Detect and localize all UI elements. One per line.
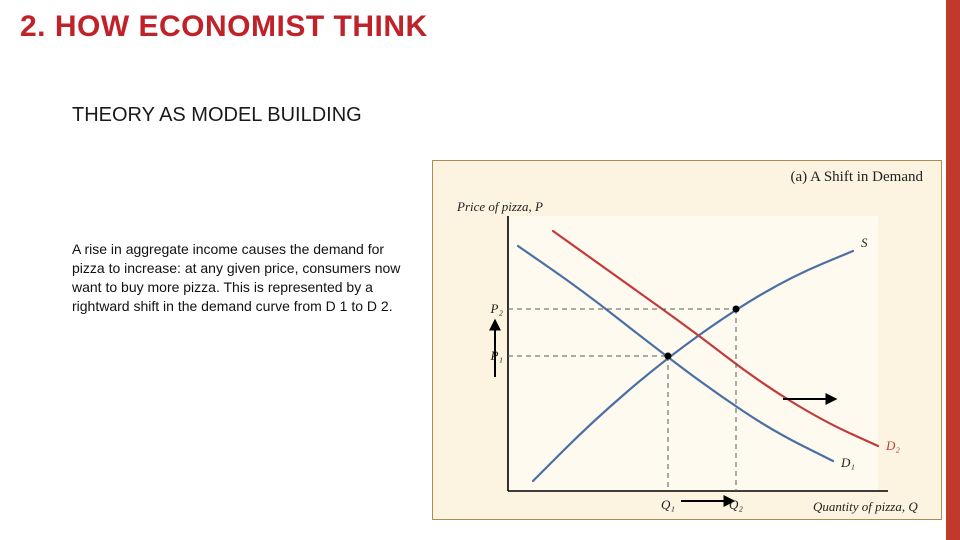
q1-label: Q₁ [661,497,675,512]
equilibrium-1 [665,353,672,360]
demand2-label: D₂ [885,438,900,453]
y-axis-label: Price of pizza, P [456,199,543,214]
subtitle: THEORY AS MODEL BUILDING [72,104,362,127]
x-axis-label: Quantity of pizza, Q [813,499,918,514]
accent-bar [946,0,960,540]
p2-label: P₂ [490,301,504,316]
demand-shift-chart: (a) A Shift in Demand Price of pizza, P … [432,160,942,520]
p1-label: P₁ [490,348,503,363]
chart-svg: Price of pizza, P Quantity of pizza, Q S… [433,161,943,521]
supply-label: S [861,235,868,250]
equilibrium-2 [733,306,740,313]
demand1-label: D₁ [840,455,855,470]
q2-label: Q₂ [729,497,743,512]
page-title: 2. HOW ECONOMIST THINK [20,10,428,44]
body-paragraph: A rise in aggregate income causes the de… [72,240,412,316]
